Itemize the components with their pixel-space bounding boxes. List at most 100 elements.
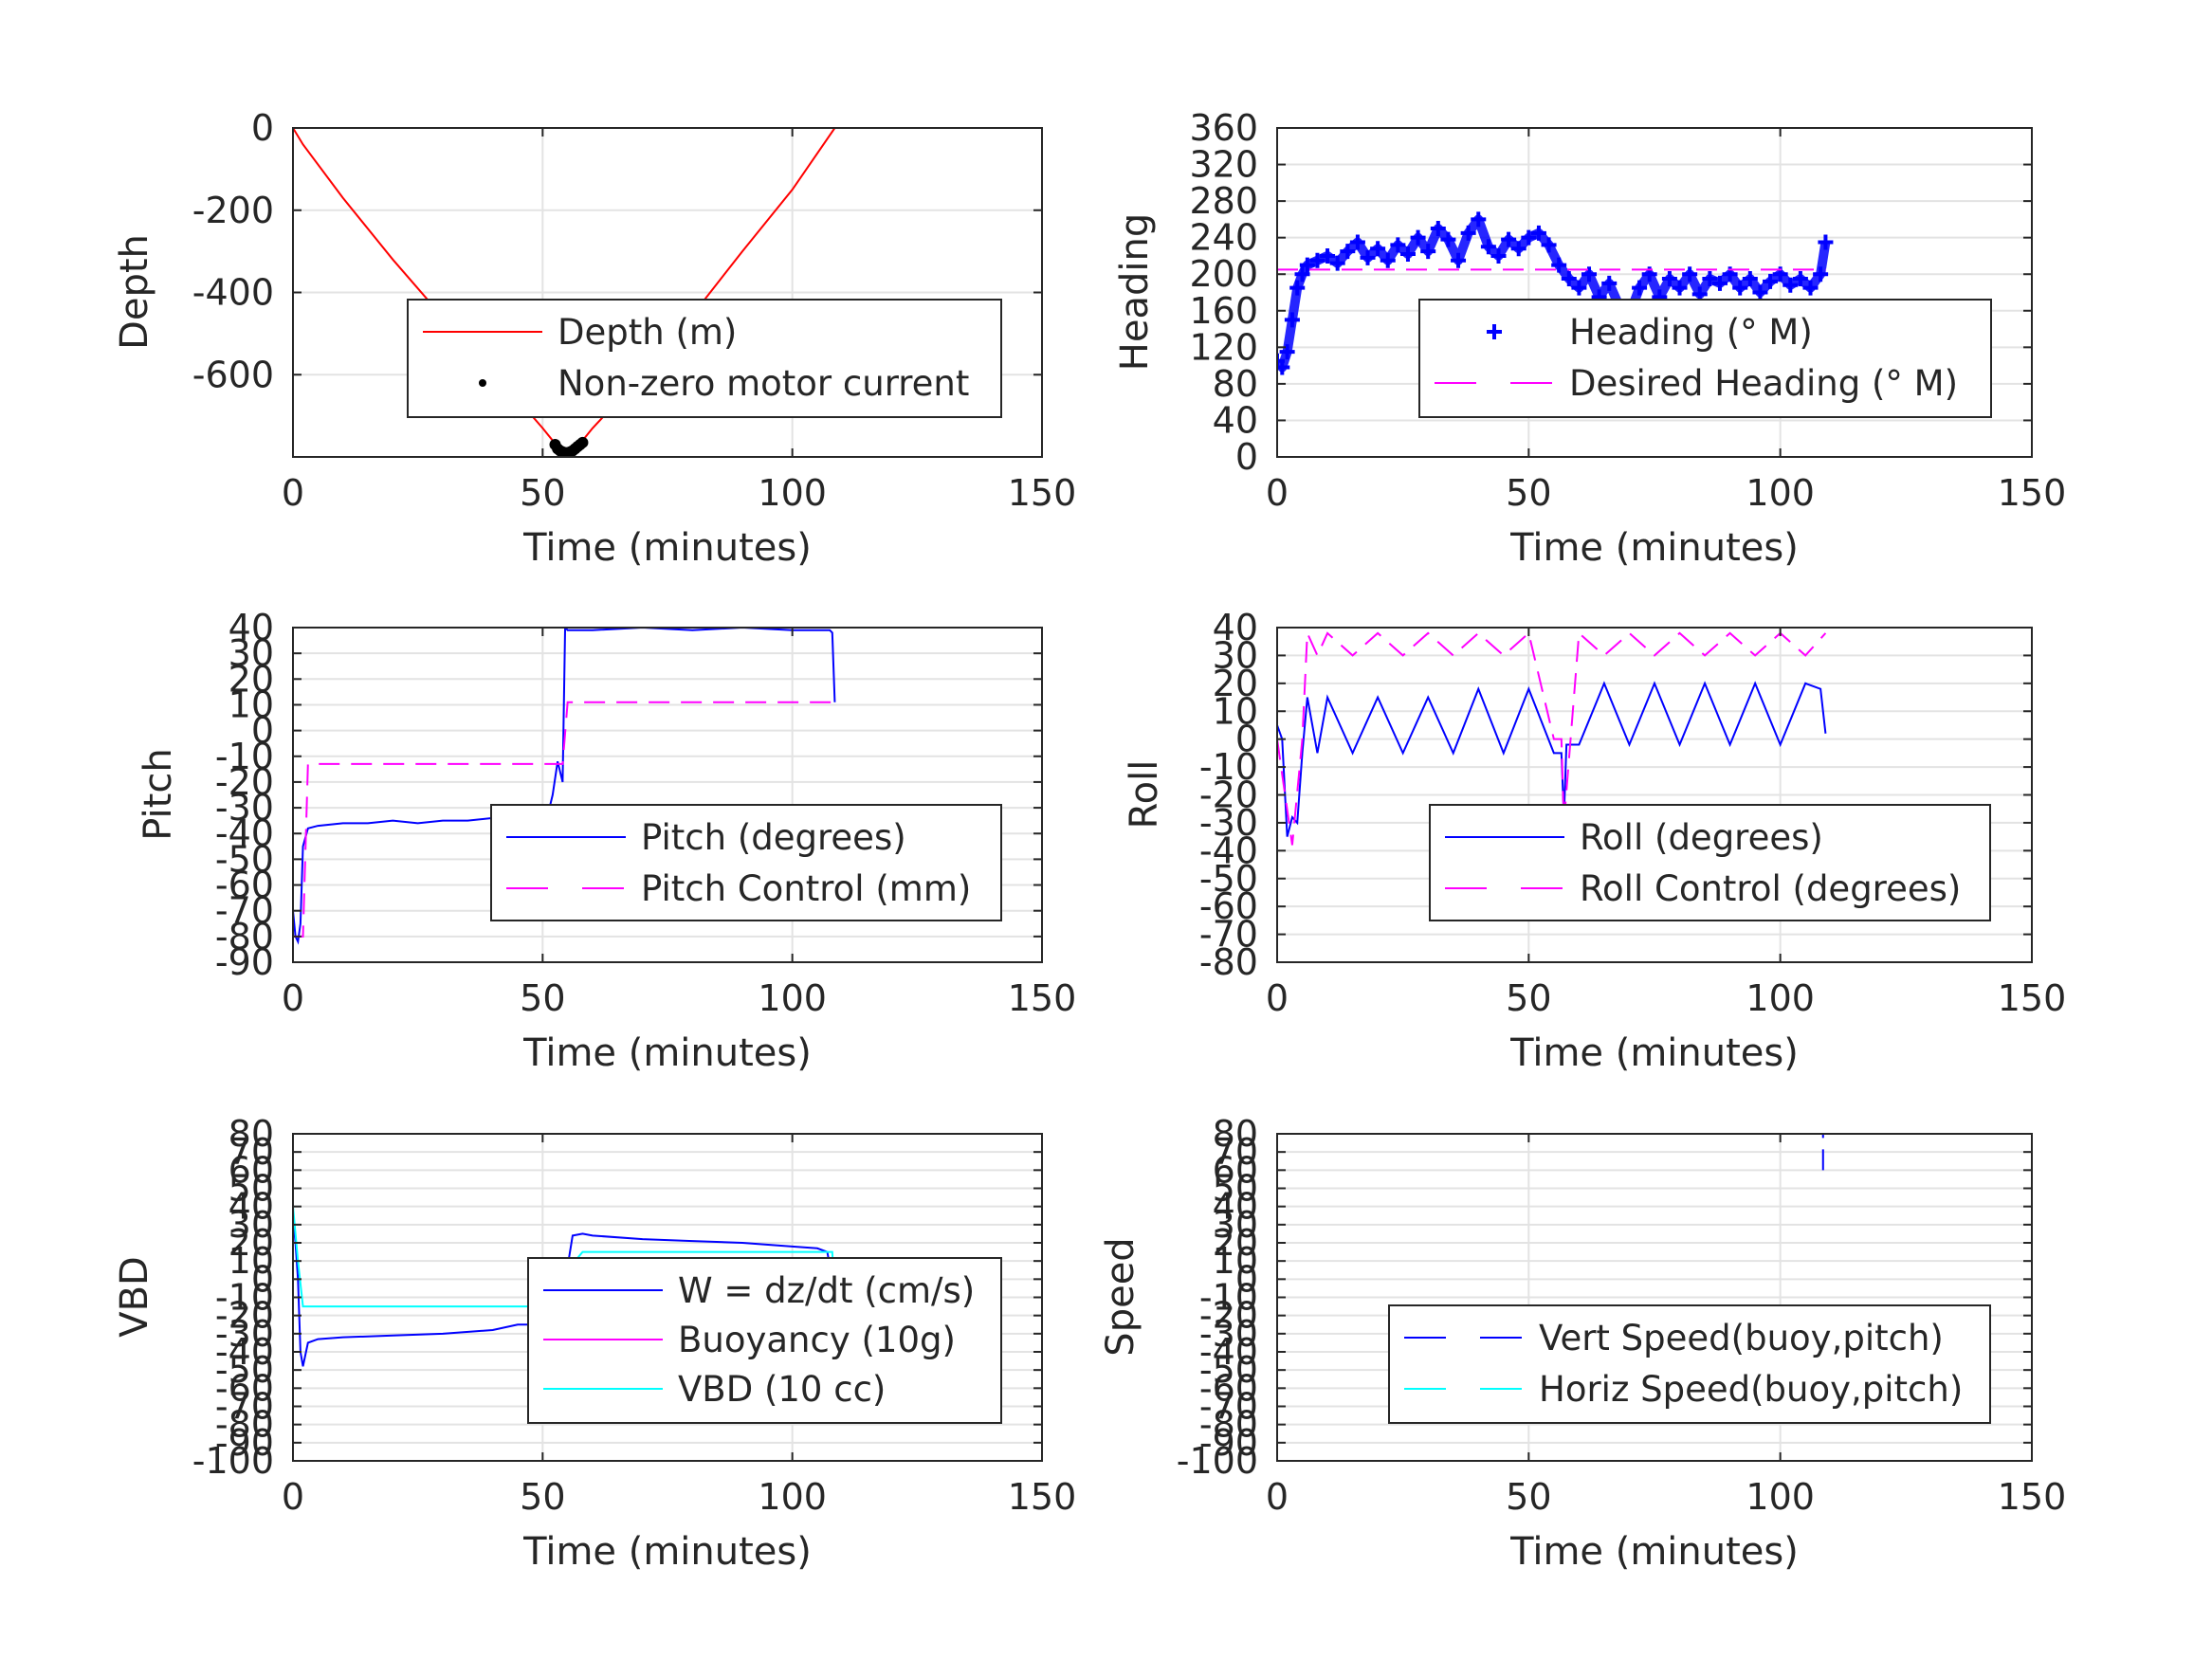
y-tick-label: -600 <box>192 354 274 395</box>
x-tick-label: 100 <box>758 472 827 514</box>
series-2 <box>1277 630 1827 846</box>
y-tick-label: -70 <box>1199 914 1258 956</box>
y-tick-label: -80 <box>215 1404 274 1446</box>
y-tick-label: -80 <box>1199 1404 1258 1446</box>
series-1 <box>1277 211 1834 375</box>
chart-panel-1: 0 50 100 150 0 -200 -400 -600 Time (minutes) Dept… <box>113 107 1076 570</box>
x-tick-label: 100 <box>758 1476 827 1518</box>
x-tick-label: 50 <box>1506 472 1551 514</box>
series-1 <box>1277 681 1827 837</box>
legend-box <box>490 804 1002 921</box>
y-tick-label: 20 <box>229 658 274 700</box>
legend-entry-label: Roll Control (degrees) <box>1580 868 1961 909</box>
y-tick-label: -100 <box>192 1440 274 1482</box>
legend-marker <box>1487 324 1502 339</box>
y-tick-label: -30 <box>1199 1313 1258 1355</box>
legend-entry-label: Desired Heading (° M) <box>1569 363 1958 404</box>
y-tick-label: -70 <box>215 890 274 932</box>
chart-panel-3: 0 50 100 150403020100-10-20-30-40-50-60-70-… <box>137 607 1076 1075</box>
y-tick-label: -70 <box>1199 1386 1258 1428</box>
axes-box <box>292 627 1043 963</box>
x-tick-label: 0 <box>282 1476 304 1518</box>
y-tick-label: -20 <box>215 761 274 803</box>
legend-box <box>407 299 1002 418</box>
y-tick-label: 10 <box>229 684 274 725</box>
x-tick-label: 50 <box>1506 1476 1551 1518</box>
legend-entry-label: Vert Speed(buoy,pitch) <box>1539 1318 1944 1358</box>
y-tick-label: 40 <box>229 607 274 648</box>
y-tick-label: -100 <box>1177 1440 1258 1482</box>
y-tick-label: 360 <box>1189 107 1258 149</box>
y-tick-label: -10 <box>215 736 274 777</box>
legend-entry-label: Horiz Speed(buoy,pitch) <box>1539 1369 1963 1410</box>
x-tick-label: 150 <box>1998 977 2067 1019</box>
y-tick-label: -50 <box>1199 858 1258 900</box>
y-tick-label: -60 <box>1199 885 1258 927</box>
y-tick-label: -50 <box>215 1349 274 1391</box>
y-tick-label: 40 <box>1213 607 1258 648</box>
legend-entry-label: W = dz/dt (cm/s) <box>678 1270 975 1311</box>
x-tick-label: 150 <box>1008 472 1077 514</box>
x-axis-label: Time (minutes) <box>1509 526 1799 570</box>
series-2 <box>293 701 835 938</box>
y-tick-label: -60 <box>1199 1367 1258 1409</box>
y-tick-label: 0 <box>251 710 274 752</box>
series-2 <box>549 436 589 457</box>
y-tick-label: -80 <box>215 916 274 957</box>
series-line <box>1277 681 1827 837</box>
y-tick-label: 50 <box>229 1168 274 1210</box>
y-tick-label: 0 <box>1235 719 1258 760</box>
y-tick-label: 200 <box>1189 253 1258 295</box>
y-tick-label: -60 <box>215 1367 274 1409</box>
x-axis-label: Time (minutes) <box>522 1530 812 1574</box>
y-tick-label: 30 <box>229 632 274 674</box>
y-tick-label: 70 <box>1213 1131 1258 1173</box>
y-tick-label: -40 <box>215 812 274 854</box>
y-tick-label: -90 <box>215 1422 274 1464</box>
x-tick-label: 50 <box>520 977 565 1019</box>
y-tick-label: 0 <box>251 107 274 149</box>
legend-entry-label: Pitch (degrees) <box>641 817 906 858</box>
y-tick-label: -60 <box>215 865 274 906</box>
x-tick-label: 50 <box>520 1476 565 1518</box>
y-tick-label: 20 <box>229 1222 274 1264</box>
y-tick-label: -200 <box>192 190 274 231</box>
y-tick-label: 10 <box>229 1240 274 1282</box>
y-tick-label: 0 <box>1235 436 1258 478</box>
y-tick-label: 280 <box>1189 180 1258 222</box>
x-tick-label: 150 <box>1998 472 2067 514</box>
x-tick-label: 0 <box>1266 1476 1289 1518</box>
legend: Roll (degrees) Roll Control (degrees) <box>1429 804 1991 921</box>
y-tick-label: 60 <box>229 1149 274 1191</box>
data-point <box>576 436 589 448</box>
y-tick-label: 60 <box>1213 1149 1258 1191</box>
legend: Pitch (degrees) Pitch Control (mm) <box>490 804 1002 921</box>
chart-panel-5: 0 50 100 15080706050403020100-10-20-30-40-5… <box>113 1113 1077 1574</box>
y-tick-label: 50 <box>1213 1168 1258 1210</box>
series-line <box>1277 214 1831 373</box>
x-tick-label: 150 <box>1998 1476 2067 1518</box>
y-tick-label: -400 <box>192 272 274 314</box>
x-tick-label: 150 <box>1008 977 1077 1019</box>
y-tick-label: -50 <box>1199 1349 1258 1391</box>
y-tick-label: -10 <box>1199 1277 1258 1319</box>
x-tick-label: 150 <box>1008 1476 1077 1518</box>
legend-box <box>1418 299 1992 418</box>
chart-panel-6: 0 50 100 15080706050403020100-10-20-30-40-5… <box>1099 1113 2066 1574</box>
x-tick-label: 100 <box>758 977 827 1019</box>
y-axis-label: Speed <box>1099 1237 1143 1356</box>
x-tick-label: 0 <box>282 977 304 1019</box>
legend-entry-label: Roll (degrees) <box>1580 817 1823 858</box>
y-tick-label: 10 <box>1213 690 1258 732</box>
x-tick-label: 100 <box>1746 472 1815 514</box>
axes-box <box>1276 127 2033 458</box>
y-tick-label: -40 <box>1199 830 1258 871</box>
legend-entry-label: Depth (m) <box>558 312 737 353</box>
x-axis-label: Time (minutes) <box>522 1031 812 1075</box>
x-tick-label: 0 <box>282 472 304 514</box>
x-tick-label: 50 <box>1506 977 1551 1019</box>
y-tick-label: -20 <box>215 1295 274 1337</box>
y-tick-label: 10 <box>1213 1240 1258 1282</box>
legend-entry-label: Heading (° M) <box>1569 312 1813 353</box>
